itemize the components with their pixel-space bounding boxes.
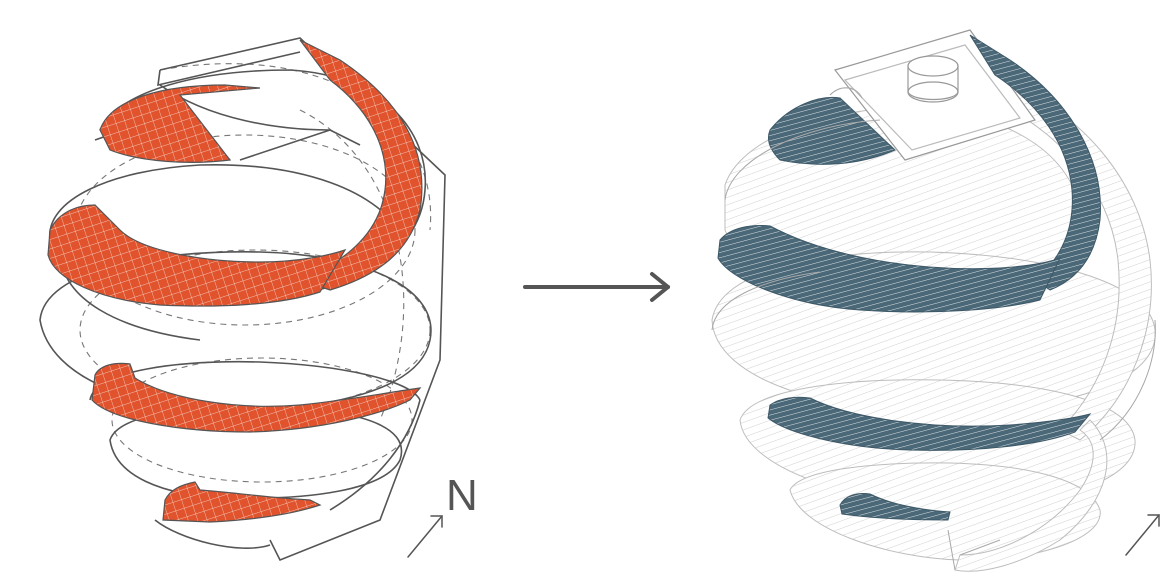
blue-band-middle	[717, 225, 1062, 313]
north-arrow-icon: N	[407, 471, 478, 558]
orange-band-lower	[91, 362, 422, 433]
left-orange-bands	[47, 39, 423, 523]
blue-band-right-arc	[969, 34, 1101, 291]
transform-arrow-icon	[523, 272, 670, 302]
north-arrow-icon-right	[1125, 514, 1160, 556]
right-stair-spiral-model	[711, 29, 1156, 572]
orange-band-middle	[47, 204, 347, 307]
blue-band-bottom	[839, 493, 951, 521]
top-platform	[829, 29, 1036, 161]
north-label: N	[446, 471, 478, 520]
right-structure-outlines	[711, 119, 1156, 571]
blue-band-lower	[767, 396, 1092, 451]
orange-band-bottom	[162, 481, 322, 523]
left-spiral-model	[39, 37, 446, 562]
right-blue-bands	[717, 34, 1101, 521]
orange-band-right-arc	[298, 39, 423, 291]
orange-band-top-wedge	[99, 84, 261, 163]
